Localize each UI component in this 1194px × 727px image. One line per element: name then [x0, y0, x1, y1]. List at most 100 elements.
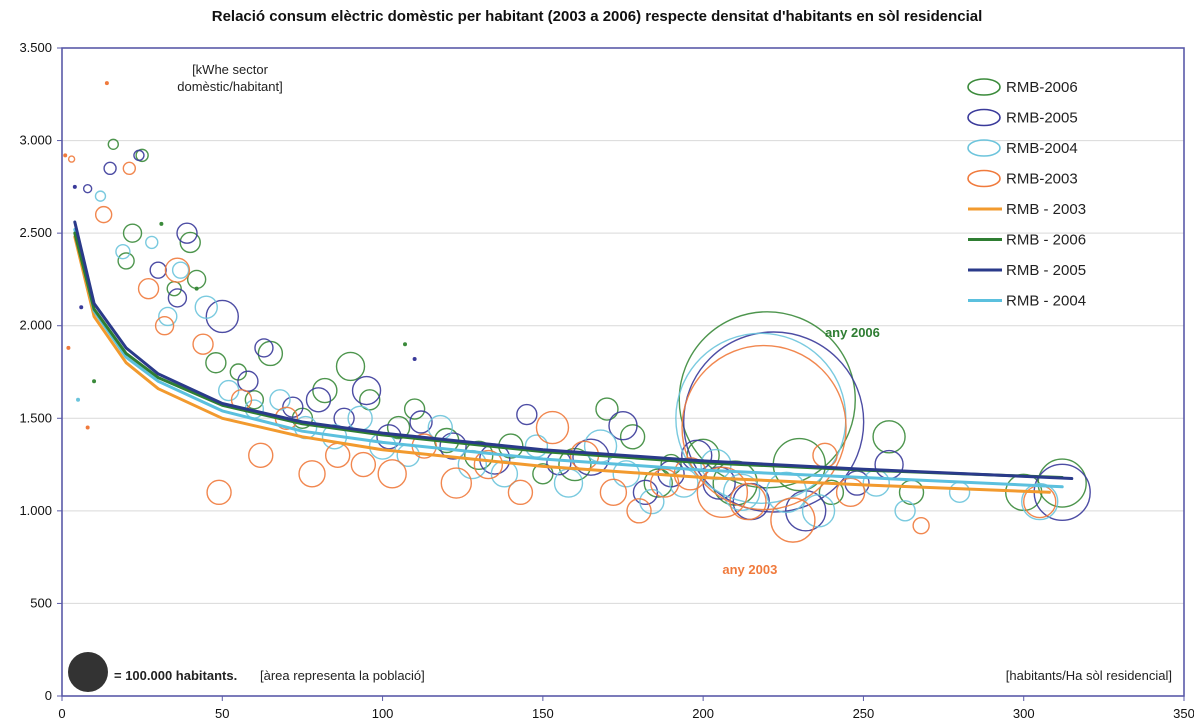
small-marker	[66, 345, 71, 350]
bubble	[167, 288, 188, 308]
small-marker	[63, 153, 68, 158]
bubble	[298, 460, 326, 488]
bubble	[473, 449, 504, 480]
y-axis-label-line-2: domèstic/habitant]	[177, 79, 283, 94]
bubble	[535, 410, 570, 445]
y-tick-label: 0	[45, 688, 52, 703]
legend-bubble-symbol	[967, 139, 1001, 157]
x-tick-label: 0	[58, 706, 65, 721]
y-tick-label: 1.500	[19, 410, 52, 425]
bubble	[158, 306, 178, 327]
x-tick-label: 200	[692, 706, 714, 721]
bubble	[386, 415, 411, 440]
plot-frame	[61, 47, 1185, 697]
x-tick-label: 300	[1013, 706, 1035, 721]
small-marker	[76, 397, 81, 402]
small-marker	[92, 379, 97, 384]
bubble	[732, 482, 770, 521]
bubble	[122, 161, 137, 176]
bubble	[818, 479, 845, 506]
bubble	[94, 205, 113, 224]
annotation: any 2003	[722, 562, 777, 577]
bubble	[149, 261, 167, 279]
bubble	[1021, 482, 1059, 521]
legend-label: RMB-2006	[1006, 79, 1078, 96]
chart-title: Relació consum elèctric domèstic per hab…	[211, 8, 983, 25]
bubble	[117, 252, 135, 270]
small-marker	[412, 357, 417, 362]
bubble	[682, 331, 865, 513]
y-axis-label: [kWhe sector	[192, 62, 269, 77]
bubble	[205, 299, 239, 334]
small-marker	[72, 184, 77, 189]
bubble	[205, 352, 227, 374]
bubble	[524, 434, 549, 458]
bubble	[137, 277, 160, 300]
bubble	[516, 403, 538, 426]
y-axis: 0 500 1.000 1.500 2.000 2.500 3.000 3.500	[19, 40, 62, 703]
grid-layer	[62, 140, 1184, 604]
bubble	[179, 231, 201, 254]
legend-label: RMB-2004	[1006, 140, 1078, 157]
bubble	[254, 338, 274, 358]
bubble	[457, 449, 488, 480]
y-tick-label: 2.500	[19, 225, 52, 240]
bubble	[874, 449, 904, 480]
bubble	[194, 295, 218, 319]
legend-bubble-symbol	[967, 169, 1001, 188]
bubble	[359, 389, 381, 411]
bubble	[67, 155, 76, 163]
trend-line	[73, 227, 1064, 489]
small-marker	[104, 81, 109, 86]
bubble	[894, 500, 916, 522]
bubble	[350, 451, 377, 478]
small-marker	[403, 342, 408, 347]
size-key-note: [àrea representa la població]	[260, 668, 425, 683]
size-key-bubble	[68, 652, 108, 692]
bubble	[912, 516, 930, 535]
bubble	[186, 269, 207, 290]
annotation: any 2006	[825, 325, 880, 340]
bubble	[872, 420, 906, 454]
bubble	[217, 379, 240, 402]
x-tick-label: 100	[372, 706, 394, 721]
bubble	[619, 424, 646, 450]
bubble	[696, 466, 749, 519]
size-key: = 100.000 habitants. [àrea representa la…	[68, 652, 425, 692]
bubble	[206, 479, 232, 506]
y-tick-label: 2.000	[19, 318, 52, 333]
legend-label: RMB-2003	[1006, 171, 1078, 188]
bubble	[409, 410, 433, 434]
bubble	[649, 468, 680, 498]
y-tick-label: 1.000	[19, 503, 52, 518]
marker-layer	[63, 81, 417, 430]
bubble	[681, 344, 847, 511]
y-tick-label: 3.000	[19, 133, 52, 148]
bubble	[248, 442, 274, 469]
legend-label: RMB - 2006	[1006, 232, 1086, 249]
bubble	[154, 316, 175, 336]
bubble	[440, 467, 473, 499]
bubble	[164, 257, 191, 283]
size-key-label: = 100.000 habitants.	[114, 668, 237, 683]
bubble	[305, 387, 332, 413]
bubble	[439, 432, 467, 460]
legend-label: RMB - 2005	[1006, 262, 1086, 279]
bubble	[948, 481, 971, 504]
bubble	[122, 223, 143, 243]
bubble	[324, 442, 351, 469]
bubble	[145, 235, 159, 250]
bubble	[107, 138, 119, 150]
annotation-layer: any 2006 any 2003	[722, 325, 880, 577]
bubble	[464, 440, 494, 471]
legend-label: RMB - 2003	[1006, 201, 1086, 218]
bubble	[507, 479, 534, 506]
bubble	[862, 469, 890, 497]
small-marker	[194, 286, 199, 291]
trend-line	[73, 235, 1051, 494]
trend-line	[73, 220, 1074, 480]
bubble	[335, 351, 366, 382]
x-tick-label: 250	[853, 706, 875, 721]
y-tick-label: 3.500	[19, 40, 52, 55]
